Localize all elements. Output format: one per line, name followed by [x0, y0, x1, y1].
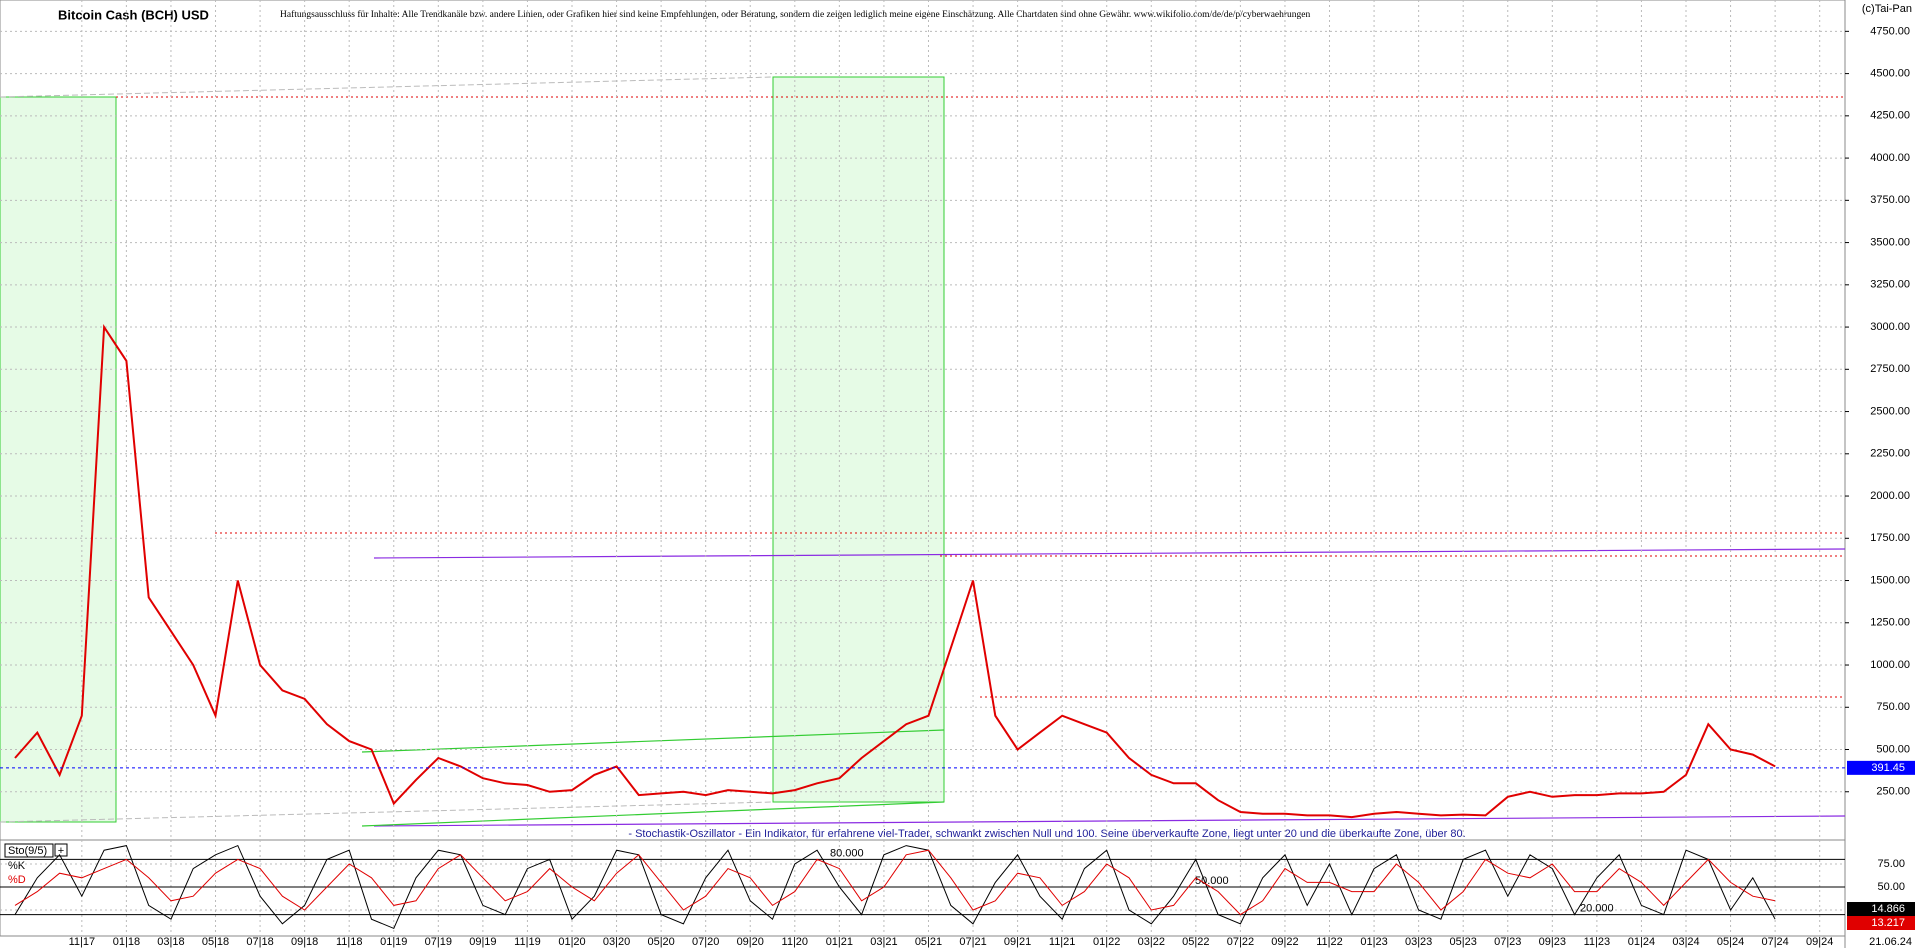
- y-tick-label: 500.00: [1876, 743, 1910, 755]
- y-tick-label: 2750.00: [1870, 363, 1910, 375]
- expand-icon: +: [58, 845, 64, 857]
- channel-line: [361, 801, 945, 827]
- x-tick-label: 01|19: [380, 936, 407, 948]
- x-tick-label: 07|22: [1227, 936, 1254, 948]
- y-tick-label: 3750.00: [1870, 194, 1910, 206]
- y-tick-label: 4000.00: [1870, 152, 1910, 164]
- y-tick-label: 4750.00: [1870, 25, 1910, 37]
- x-tick-label: 09|19: [469, 936, 496, 948]
- annotation: - Stochastik-Oszillator - Ein Indikator,…: [628, 828, 1465, 840]
- x-tick-label: 11|19: [514, 936, 541, 948]
- x-tick-label: 11|23: [1584, 936, 1611, 948]
- legend-entry: %D: [8, 874, 26, 886]
- highlight-box: [0, 96, 117, 823]
- level-label: 20.000: [1580, 903, 1614, 915]
- x-tick-label: 11|22: [1316, 936, 1343, 948]
- x-tick-label: 03|18: [157, 936, 184, 948]
- y-tick-label: 250.00: [1876, 786, 1910, 798]
- last-value-label: 14.866: [1871, 903, 1905, 915]
- x-tick-label: 09|24: [1806, 936, 1833, 948]
- price-line: [14, 844, 1776, 930]
- x-tick-label: 05|24: [1717, 936, 1744, 948]
- x-tick-label: 11|20: [782, 936, 809, 948]
- x-tick-label: 09|22: [1271, 936, 1298, 948]
- y-tick-label: 3250.00: [1870, 279, 1910, 291]
- trend-line: [0, 801, 774, 823]
- chart-title: Bitcoin Cash (BCH) USD: [58, 7, 209, 22]
- x-tick-label: 09|21: [1004, 936, 1031, 948]
- x-tick-label: 07|23: [1494, 936, 1521, 948]
- x-tick-label: 01|18: [113, 936, 140, 948]
- indicator-box: [4, 843, 54, 858]
- y-tick-label: 2500.00: [1870, 405, 1910, 417]
- x-tick-label: 01|20: [558, 936, 585, 948]
- x-tick-label: 05|23: [1450, 936, 1477, 948]
- x-tick-label: 03|24: [1672, 936, 1699, 948]
- price-line: [14, 849, 1776, 916]
- x-tick-label: 03|20: [603, 936, 630, 948]
- x-tick-label: 01|23: [1360, 936, 1387, 948]
- x-tick-label: 05|18: [202, 936, 229, 948]
- y-tick-label: 1000.00: [1870, 659, 1910, 671]
- last-value-box: [1847, 916, 1915, 930]
- x-tick-label: 05|21: [915, 936, 942, 948]
- date-label: 21.06.24: [1869, 936, 1912, 948]
- y-tick-label: 1750.00: [1870, 532, 1910, 544]
- last-price-box: [1847, 760, 1915, 775]
- last-value-label: 13.217: [1871, 917, 1905, 929]
- indicator-label: Sto(9/5): [8, 845, 47, 857]
- y-tick-label: 4500.00: [1870, 67, 1910, 79]
- y-tick-label: 75.00: [1877, 858, 1905, 870]
- x-tick-label: 07|24: [1761, 936, 1788, 948]
- y-tick-label: 750.00: [1876, 701, 1910, 713]
- x-tick-label: 03|22: [1138, 936, 1165, 948]
- highlight-box: [772, 76, 945, 803]
- x-tick-label: 09|23: [1539, 936, 1566, 948]
- y-tick-label: 3500.00: [1870, 236, 1910, 248]
- x-tick-label: 07|18: [246, 936, 273, 948]
- x-tick-label: 01|24: [1628, 936, 1655, 948]
- disclaimer: Haftungsausschluss für Inhalte: Alle Tre…: [280, 9, 1311, 20]
- x-tick-label: 07|20: [692, 936, 719, 948]
- copyright: (c)Tai-Pan: [1862, 3, 1912, 15]
- x-tick-label: 07|19: [425, 936, 452, 948]
- x-tick-label: 01|21: [826, 936, 853, 948]
- last-value-box: [1847, 902, 1915, 916]
- legend-entry: %K: [8, 860, 26, 872]
- level-label: 80.000: [830, 847, 864, 859]
- trend-line: [0, 76, 774, 98]
- last-price-label: 391.45: [1871, 762, 1905, 774]
- x-tick-label: 03|23: [1405, 936, 1432, 948]
- x-tick-label: 11|21: [1049, 936, 1076, 948]
- x-tick-label: 09|18: [291, 936, 318, 948]
- y-tick-label: 1500.00: [1870, 574, 1910, 586]
- y-tick-label: 2000.00: [1870, 490, 1910, 502]
- x-tick-label: 11|17: [69, 936, 96, 948]
- y-tick-label: 1250.00: [1870, 617, 1910, 629]
- x-tick-label: 05|22: [1182, 936, 1209, 948]
- y-tick-label: 50.00: [1877, 881, 1905, 893]
- x-tick-label: 03|21: [870, 936, 897, 948]
- expand-button[interactable]: [54, 843, 68, 857]
- x-tick-label: 09|20: [737, 936, 764, 948]
- trend-line: [373, 815, 1846, 827]
- y-tick-label: 4250.00: [1870, 110, 1910, 122]
- x-tick-label: 07|21: [959, 936, 986, 948]
- x-tick-label: 01|22: [1093, 936, 1120, 948]
- trend-line: [373, 548, 1846, 559]
- channel-line: [361, 729, 945, 753]
- x-tick-label: 11|18: [336, 936, 363, 948]
- price-line: [14, 324, 1776, 819]
- x-tick-label: 05|20: [647, 936, 674, 948]
- y-tick-label: 3000.00: [1870, 321, 1910, 333]
- y-tick-label: 2250.00: [1870, 448, 1910, 460]
